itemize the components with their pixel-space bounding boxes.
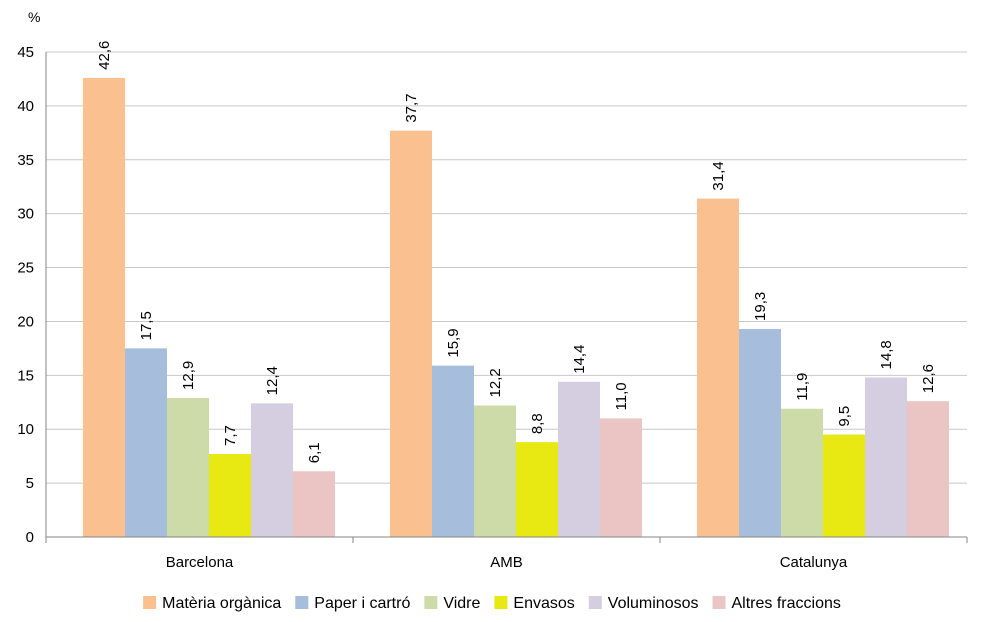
legend-swatch (494, 596, 508, 609)
bar-envasos-barcelona (209, 454, 251, 537)
data-label: 12,2 (487, 368, 504, 397)
y-tick-label: 20 (17, 313, 34, 330)
data-label: 17,5 (138, 311, 155, 340)
bar-mat-ria-org-nica-amb (390, 130, 432, 537)
legend-swatch (143, 596, 157, 609)
legend-swatch (295, 596, 309, 609)
legend-label: Vidre (443, 595, 480, 612)
y-tick-label: 5 (26, 475, 34, 492)
y-tick-label: 40 (17, 98, 34, 115)
legend-swatch (424, 596, 438, 609)
bar-vidre-barcelona (167, 397, 209, 537)
legend: Matèria orgànica Paper i cartró Vidre Envas… (143, 595, 841, 612)
data-label: 11,0 (613, 382, 630, 410)
data-label: 37,7 (403, 93, 420, 122)
data-label: 6,1 (306, 442, 323, 463)
legend-swatch (588, 596, 602, 609)
bar-envasos-amb (516, 442, 558, 537)
y-tick-label: 25 (17, 260, 34, 277)
bar-altres-fraccions-amb (600, 418, 642, 537)
x-category-label: AMB (490, 554, 523, 571)
legend-label: Matèria orgànica (162, 595, 281, 612)
legend-label: Paper i cartró (314, 595, 410, 612)
bar-vidre-catalunya (781, 408, 823, 537)
bar-voluminosos-amb (558, 381, 600, 537)
y-tick-label: 0 (26, 529, 34, 546)
y-tick-label: 15 (17, 367, 34, 384)
y-tick-label: 45 (17, 44, 34, 61)
data-label: 14,8 (878, 340, 895, 369)
data-labels: 42,6 17,5 12,9 7,7 12,4 6,1 37,7 15,9 12,2 8,8 14,… (96, 41, 937, 464)
y-tick-label: 35 (17, 152, 34, 169)
bars (83, 77, 949, 538)
bar-voluminosos-catalunya (865, 377, 907, 537)
data-label: 19,3 (752, 292, 769, 321)
bar-vidre-amb (474, 405, 516, 537)
data-label: 12,9 (180, 361, 197, 390)
legend-label: Envasos (513, 595, 574, 612)
bar-altres-fraccions-catalunya (907, 401, 949, 537)
bar-mat-ria-org-nica-barcelona (83, 77, 125, 537)
legend-label: Altres fraccions (732, 595, 841, 612)
bar-paper-i-cartr--catalunya (739, 328, 781, 537)
data-label: 11,9 (794, 373, 811, 401)
legend-swatch (712, 596, 726, 609)
data-label: 12,6 (920, 364, 937, 393)
x-category-label: Barcelona (166, 554, 234, 571)
y-tick-label: 30 (17, 206, 34, 223)
x-category-label: Catalunya (780, 554, 848, 571)
bar-voluminosos-barcelona (251, 403, 293, 537)
bar-altres-fraccions-barcelona (293, 471, 335, 537)
legend-label: Voluminosos (608, 595, 699, 612)
data-label: 31,4 (710, 161, 727, 190)
data-label: 12,4 (264, 366, 281, 395)
data-label: 15,9 (445, 328, 462, 357)
data-label: 42,6 (96, 41, 113, 70)
bar-paper-i-cartr--barcelona (125, 348, 167, 537)
y-axis-ticks: 0 5 10 15 20 25 30 35 40 45 (17, 44, 34, 546)
data-label: 8,8 (529, 413, 546, 434)
bar-mat-ria-org-nica-catalunya (697, 198, 739, 538)
y-axis-unit-label: % (28, 9, 40, 25)
data-label: 14,4 (571, 345, 588, 374)
x-axis: Barcelona AMB Catalunya (45, 52, 968, 571)
bar-paper-i-cartr--amb (432, 365, 474, 537)
data-label: 7,7 (222, 425, 239, 446)
y-tick-label: 10 (17, 421, 34, 438)
data-label: 9,5 (836, 406, 853, 427)
bar-envasos-catalunya (823, 434, 865, 537)
